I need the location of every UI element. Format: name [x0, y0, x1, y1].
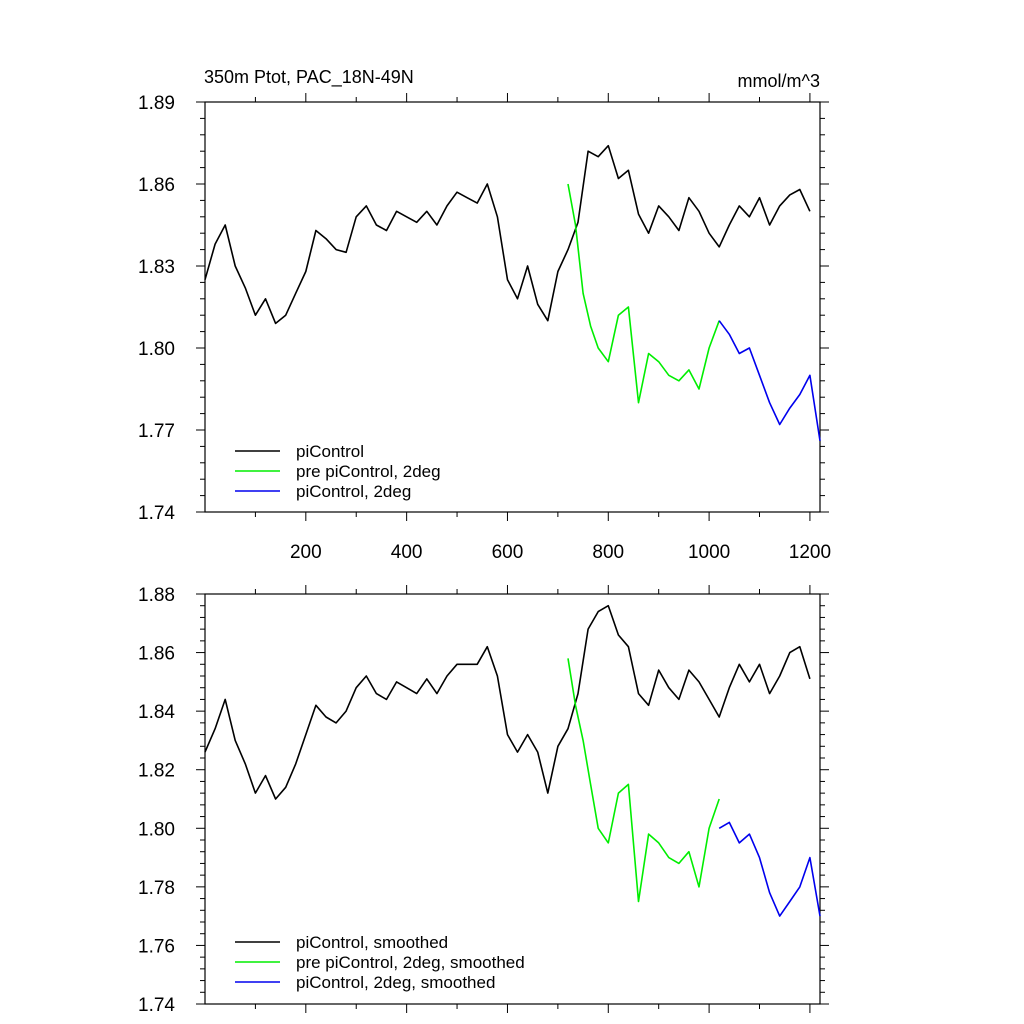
bottom-legend-label-pre-picontrol-smoothed: pre piControl, 2deg, smoothed — [296, 953, 525, 972]
top-legend-label-picontrol-2deg: piControl, 2deg — [296, 482, 411, 501]
bottom-y-tick-label: 1.74 — [138, 995, 175, 1016]
top-y-tick-label: 1.80 — [138, 339, 175, 360]
bottom-y-tick-label: 1.86 — [138, 644, 175, 665]
bottom-panel: 1.74 1.76 1.78 1.80 1.82 1.84 1.86 1.88 — [138, 585, 829, 1016]
top-series-line-picontrol — [204, 144, 811, 325]
top-y-tick-label: 1.86 — [138, 175, 175, 196]
top-chart-title: 350m Ptot, PAC_18N-49N — [204, 67, 414, 88]
bottom-y-tick-label: 1.80 — [138, 819, 175, 840]
top-legend: piControl pre piControl, 2deg piControl,… — [235, 442, 441, 501]
bottom-plot-frame — [204, 593, 821, 1005]
bottom-y-tick-label: 1.88 — [138, 585, 175, 606]
bottom-legend-label-picontrol-smoothed: piControl, smoothed — [296, 933, 448, 952]
bottom-series-line-picontrol-2deg-smoothed — [718, 821, 821, 917]
top-x-tick-label: 1000 — [688, 542, 730, 563]
top-chart-units: mmol/m^3 — [738, 71, 820, 91]
top-series-line-picontrol-2deg — [718, 320, 821, 442]
bottom-legend-label-picontrol-2deg-smoothed: piControl, 2deg, smoothed — [296, 973, 495, 992]
top-x-tick-label: 1200 — [789, 542, 831, 563]
bottom-y-tick-label: 1.76 — [138, 936, 175, 957]
top-x-tick-label: 600 — [492, 542, 524, 563]
bottom-y-tick-label: 1.82 — [138, 761, 175, 782]
bottom-y-tick-label: 1.84 — [138, 702, 175, 723]
bottom-series-line-picontrol-smoothed — [204, 604, 811, 800]
bottom-legend: piControl, smoothed pre piControl, 2deg,… — [235, 933, 525, 992]
top-legend-label-picontrol: piControl — [296, 442, 364, 461]
top-y-tick-label: 1.77 — [138, 421, 175, 442]
top-x-tick-label: 800 — [592, 542, 624, 563]
top-panel: 200 400 600 800 1000 1200 1.74 1.77 1.80 1.83 1.86… — [138, 93, 831, 563]
top-plot-frame — [204, 101, 821, 513]
top-x-tick-label: 400 — [391, 542, 423, 563]
top-y-tick-label: 1.89 — [138, 93, 175, 114]
top-y-tick-label: 1.74 — [138, 503, 175, 524]
top-x-tick-label: 200 — [290, 542, 322, 563]
top-legend-label-pre-picontrol: pre piControl, 2deg — [296, 462, 441, 481]
bottom-y-tick-label: 1.78 — [138, 878, 175, 899]
top-series-line-pre-picontrol-2deg — [567, 183, 720, 404]
bottom-series-line-pre-picontrol-2deg-smoothed — [567, 658, 720, 903]
top-y-tick-label: 1.83 — [138, 257, 175, 278]
